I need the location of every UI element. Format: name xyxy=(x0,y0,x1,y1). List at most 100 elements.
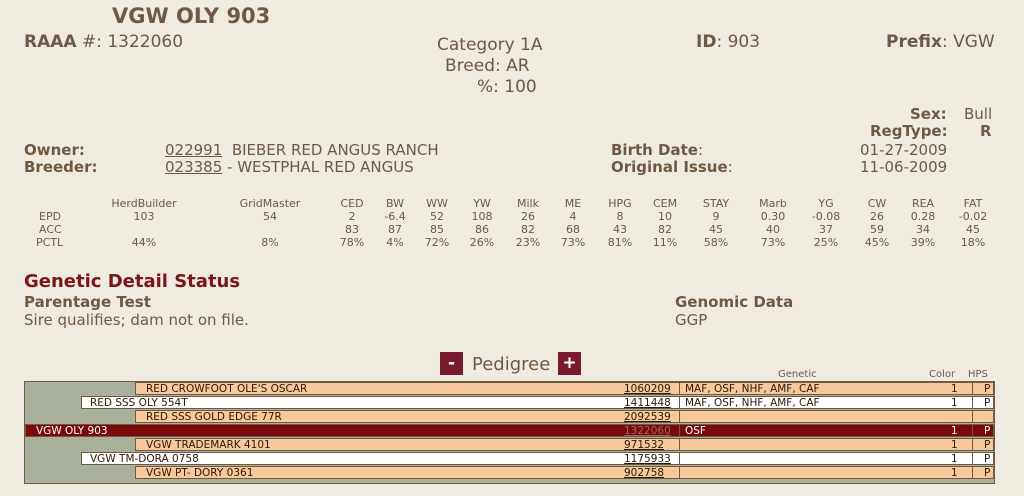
epd-value: 9 xyxy=(712,210,720,223)
animal-name: VGW OLY 903 xyxy=(112,4,271,28)
sex-value: Bull xyxy=(964,105,993,123)
id-value: : 903 xyxy=(716,32,761,52)
pedigree-animal-name[interactable]: VGW TM-DORA 0758 xyxy=(90,453,199,465)
epd-column-header: WW xyxy=(426,197,448,210)
owner-id-link[interactable]: 022991 xyxy=(165,141,223,159)
prefix-value: : VGW xyxy=(941,32,995,52)
raaa-value: : 1322060 xyxy=(96,32,184,52)
column-divider xyxy=(972,425,973,436)
pedigree-animal-name[interactable]: VGW OLY 903 xyxy=(36,425,108,437)
breeder-label: Breeder: xyxy=(24,158,98,176)
pctl-value: 23% xyxy=(515,236,541,249)
pedigree-row[interactable]: RED CROWFOOT OLE'S OSCAR 1060209 MAF, OSF,… xyxy=(135,382,994,395)
color-column-header: Color xyxy=(929,369,956,380)
parentage-test-value: Sire qualifies; dam not on file. xyxy=(24,311,249,329)
pedigree-collapse-button[interactable]: - xyxy=(440,352,463,375)
pedigree-animal-name[interactable]: RED SSS OLY 554T xyxy=(90,397,188,409)
genomic-data-label: Genomic Data xyxy=(675,293,794,311)
percent-value: 100 xyxy=(504,77,537,97)
owner-value: 022991 BIEBER RED ANGUS RANCH xyxy=(165,141,439,159)
pedigree-animal-name[interactable]: VGW TRADEMARK 4101 xyxy=(146,439,271,451)
pedigree-reg-link[interactable]: 1060209 xyxy=(624,383,671,395)
pctl-value: 26% xyxy=(469,236,495,249)
acc-value: 68 xyxy=(566,223,580,236)
epd-column-header: YW xyxy=(473,197,491,210)
pedigree-genetic: OSF xyxy=(685,425,706,437)
pctl-value: 11% xyxy=(652,236,678,249)
pedigree-hps: P xyxy=(984,439,991,451)
hps-column-header: HPS xyxy=(968,369,988,380)
birth-date-value: 01-27-2009 xyxy=(860,141,948,159)
pedigree-hps: P xyxy=(984,425,991,437)
birth-date-field: Birth Date: xyxy=(611,141,703,159)
pctl-value: 81% xyxy=(607,236,633,249)
pedigree-hps: P xyxy=(984,397,991,409)
epd-column-header: STAY xyxy=(702,197,730,210)
acc-value: 85 xyxy=(430,223,444,236)
column-divider xyxy=(972,383,973,394)
pedigree-hps: P xyxy=(984,467,991,479)
pedigree-reg-link[interactable]: 1322060 xyxy=(624,425,671,437)
epd-value: 4 xyxy=(569,210,577,223)
epd-value: 10 xyxy=(658,210,672,223)
epd-value: 108 xyxy=(471,210,493,223)
column-divider xyxy=(972,453,973,464)
pctl-value: 45% xyxy=(864,236,890,249)
pctl-value: 4% xyxy=(386,236,404,249)
pedigree-row[interactable]: RED SSS OLY 554T 1411448 MAF, OSF, NHF, AM… xyxy=(81,396,994,409)
pctl-value: 18% xyxy=(960,236,986,249)
pedigree-row[interactable]: VGW PT- DORY 0361 902758 1 P xyxy=(135,466,994,479)
pedigree-reg-link[interactable]: 971532 xyxy=(624,439,665,451)
percent: %: 100 xyxy=(477,77,537,97)
pctl-row-label: PCTL xyxy=(36,236,64,249)
breeder-id-link[interactable]: 023385 xyxy=(165,158,223,176)
acc-value: 82 xyxy=(521,223,535,236)
column-divider xyxy=(679,411,680,422)
original-issue-label: Original Issue xyxy=(611,158,728,176)
pedigree-reg-link[interactable]: 2092539 xyxy=(624,411,671,423)
epd-value: 8 xyxy=(616,210,624,223)
breeder-value: 023385 - WESTPHAL RED ANGUS xyxy=(165,158,414,176)
pedigree-row[interactable]: RED SSS GOLD EDGE 77R 2092539 xyxy=(135,410,994,423)
epd-column-header: BW xyxy=(385,197,405,210)
pedigree-animal-name[interactable]: VGW PT- DORY 0361 xyxy=(146,467,254,479)
pedigree-row[interactable]: VGW TRADEMARK 4101 971532 1 P xyxy=(135,438,994,451)
pctl-value: 73% xyxy=(560,236,586,249)
original-issue-colon: : xyxy=(727,158,733,176)
column-divider xyxy=(972,439,973,450)
pedigree-animal-name[interactable]: RED CROWFOOT OLE'S OSCAR xyxy=(146,383,308,395)
owner-name: BIEBER RED ANGUS RANCH xyxy=(231,141,439,159)
pedigree-row[interactable]: VGW TM-DORA 0758 1175933 1 P xyxy=(81,452,994,465)
pedigree-reg-link[interactable]: 1411448 xyxy=(624,397,671,409)
acc-value: 45 xyxy=(966,223,980,236)
raaa-hash: # xyxy=(76,32,97,52)
pedigree-reg-link[interactable]: 1175933 xyxy=(624,453,671,465)
parentage-test-label: Parentage Test xyxy=(24,293,151,311)
epd-column-header: ME xyxy=(564,197,582,210)
original-issue-value: 11-06-2009 xyxy=(860,158,948,176)
epd-column-header: Milk xyxy=(517,197,539,210)
pedigree-row[interactable]: VGW OLY 903 1322060 OSF 1 P xyxy=(25,424,994,437)
pedigree-title: Pedigree xyxy=(472,354,551,375)
pctl-value: 72% xyxy=(424,236,450,249)
pedigree-color: 1 xyxy=(951,397,958,409)
epd-value: 54 xyxy=(263,210,277,223)
raaa-number: RAAA #: 1322060 xyxy=(24,32,183,52)
breed-value: AR xyxy=(506,56,530,76)
epd-value: -0.08 xyxy=(811,210,841,223)
pedigree-color: 1 xyxy=(951,425,958,437)
pedigree-reg-link[interactable]: 902758 xyxy=(624,467,665,479)
epd-column-header: REA xyxy=(911,197,935,210)
percent-label: %: xyxy=(477,77,499,97)
pedigree-genetic: MAF, OSF, NHF, AMF, CAF xyxy=(685,397,820,409)
acc-value: 37 xyxy=(819,223,833,236)
column-divider xyxy=(972,467,973,478)
pedigree-grid: RED CROWFOOT OLE'S OSCAR 1060209 MAF, OSF,… xyxy=(24,381,995,484)
epd-value: -0.02 xyxy=(958,210,988,223)
pctl-value: 58% xyxy=(703,236,729,249)
sex-label: Sex: xyxy=(910,105,947,123)
pedigree-color: 1 xyxy=(951,453,958,465)
pedigree-animal-name[interactable]: RED SSS GOLD EDGE 77R xyxy=(146,411,282,423)
pedigree-expand-button[interactable]: + xyxy=(558,352,581,375)
column-divider xyxy=(679,453,680,464)
